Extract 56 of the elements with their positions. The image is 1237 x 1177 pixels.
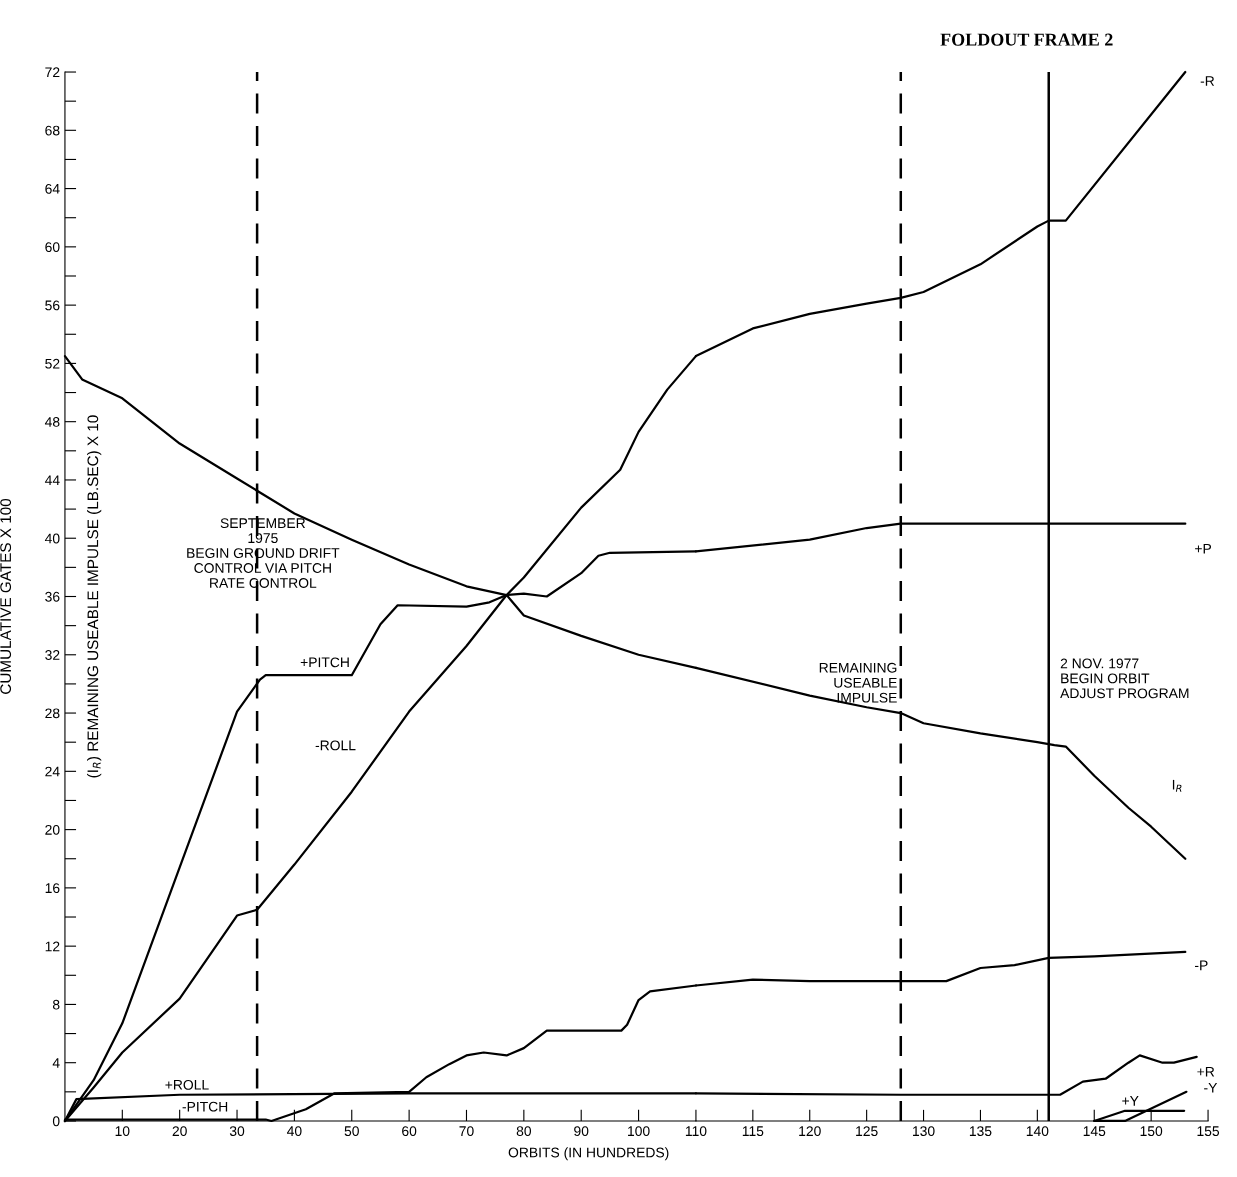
annotation: +P	[1195, 543, 1212, 554]
annotation: +ROLL	[165, 1079, 209, 1090]
x-tick-label: 50	[344, 1126, 359, 1137]
x-axis-title: ORBITS (IN HUNDREDS)	[508, 1147, 669, 1161]
x-tick-label: 80	[516, 1126, 532, 1137]
y-tick-label: 56	[45, 300, 60, 311]
y-tick-label: 48	[44, 417, 60, 427]
x-tick-label: 60	[402, 1126, 417, 1137]
x-tick-label: 135	[969, 1126, 992, 1137]
text: FOLDOUT FRAME 2	[940, 33, 1113, 46]
y-tick-label: 72	[45, 67, 60, 78]
annotation: -R	[1200, 76, 1215, 86]
y-tick-label: 16	[45, 883, 60, 894]
y-tick-label: 0	[52, 1116, 60, 1127]
y-tick-label: 60	[45, 242, 60, 253]
x-tick-label: 20	[172, 1126, 187, 1137]
y-axis-title: CUMULATIVE GATES X 100	[0, 498, 12, 694]
x-tick-label: 90	[574, 1126, 589, 1137]
y-tick-label: 28	[45, 708, 60, 719]
x-tick-label: 120	[799, 1126, 821, 1137]
y-tick-label: 40	[44, 533, 60, 544]
y-tick-label: 24	[45, 766, 60, 777]
y-tick-label: 8	[52, 999, 60, 1010]
x-tick-label: 130	[913, 1126, 935, 1137]
y-tick-label: 64	[45, 183, 60, 194]
x-tick-label: 100	[628, 1126, 650, 1137]
annotation: 2 NOV. 1977 BEGIN ORBIT ADJUST PROGRAM	[1060, 658, 1189, 699]
y-tick-label: 52	[45, 358, 60, 369]
annotation: +PITCH	[300, 657, 349, 668]
x-tick-label: 110	[685, 1126, 707, 1137]
x-tick-label: 125	[856, 1126, 878, 1137]
y-tick-label: 36	[45, 591, 60, 602]
y2-axis-title: (I$_{R}$) REMAINING USEABLE IMPULSE (LB.SEC) X 10	[87, 415, 102, 778]
x-tick-label: 140	[1026, 1126, 1049, 1137]
y-tick-label: 44	[44, 475, 60, 485]
x-tick-label: 40	[286, 1126, 302, 1137]
annotation: REMAINING USEABLE IMPULSE	[819, 662, 897, 703]
x-tick-label: 30	[229, 1126, 245, 1137]
x-tick-label: 145	[1083, 1126, 1106, 1137]
annotation: -P	[1195, 960, 1208, 971]
annotation: +Y	[1122, 1096, 1139, 1106]
x-tick-label: 10	[115, 1126, 130, 1137]
x-tick-label: 150	[1140, 1126, 1163, 1137]
x-tick-label: 70	[459, 1126, 474, 1137]
annotation: I$_{R}$	[1172, 779, 1182, 792]
y-tick-label: 12	[45, 941, 60, 952]
y-tick-label: 4	[52, 1058, 60, 1068]
annotation: -Y	[1204, 1082, 1218, 1093]
y-tick-label: 68	[45, 125, 60, 136]
annotation: -ROLL	[315, 740, 356, 751]
annotation: +R	[1197, 1066, 1215, 1077]
annotation: -PITCH	[182, 1101, 228, 1112]
y-tick-label: 20	[45, 824, 60, 835]
y-tick-label: 32	[45, 650, 60, 660]
x-tick-label: 115	[742, 1126, 764, 1137]
x-tick-label: 155	[1197, 1126, 1220, 1137]
